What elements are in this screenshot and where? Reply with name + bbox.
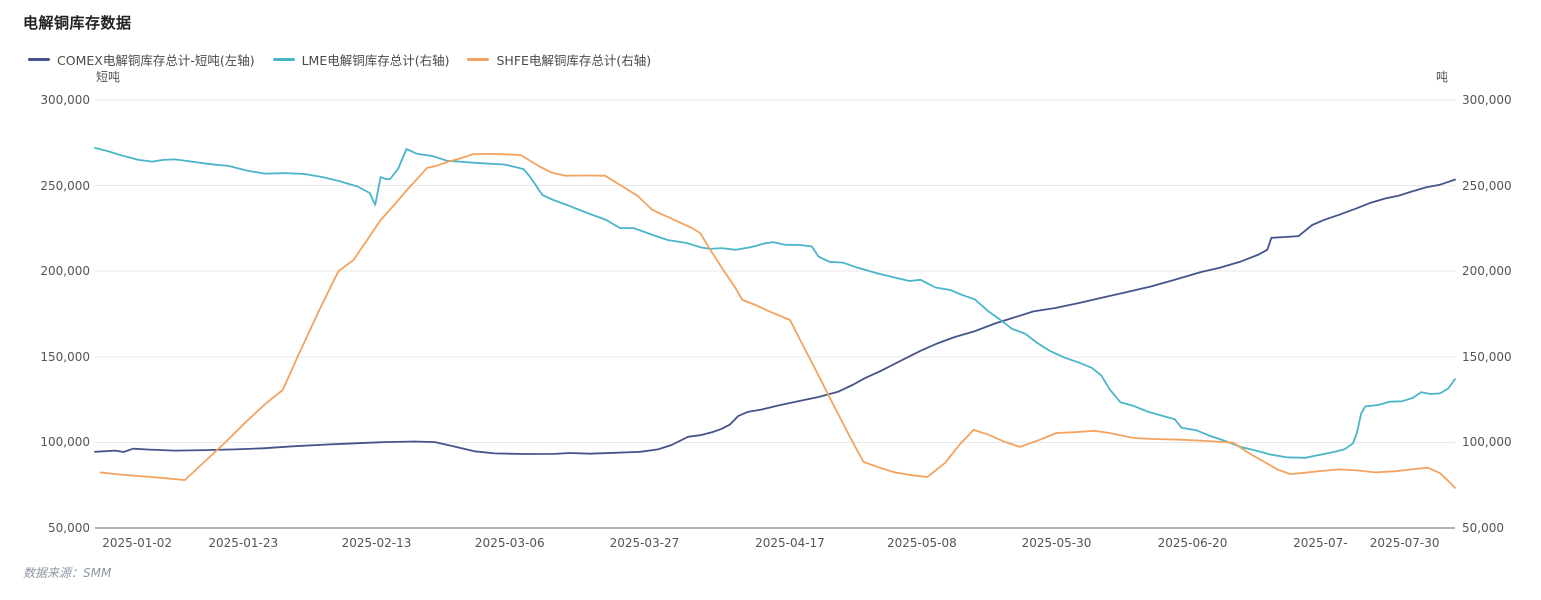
legend-label: SHFE电解铜库存总计(右轴) xyxy=(496,53,652,68)
legend-item-0[interactable]: COMEX电解铜库存总计-短吨(左轴) xyxy=(28,50,255,69)
legend: COMEX电解铜库存总计-短吨(左轴) LME电解铜库存总计(右轴) SHFE电解铜… xyxy=(28,50,651,69)
x-tick: 2025-07- xyxy=(1293,536,1348,550)
legend-item-2[interactable]: SHFE电解铜库存总计(右轴) xyxy=(467,50,651,69)
y-tick-left: 100,000 xyxy=(40,435,90,450)
x-tick: 2025-06-20 xyxy=(1157,536,1228,550)
chart-title: 电解铜库存数据 xyxy=(23,14,132,32)
series-line-2 xyxy=(99,152,1456,489)
x-tick: 2025-05-08 xyxy=(887,536,957,550)
legend-swatch-icon xyxy=(467,58,490,61)
legend-swatch-icon xyxy=(272,58,295,61)
y-tick-left: 150,000 xyxy=(40,349,90,364)
series-line-0 xyxy=(94,178,1456,455)
y-tick-right: 100,000 xyxy=(1462,435,1512,450)
y-tick-left: 50,000 xyxy=(48,521,90,535)
y-tick-right: 150,000 xyxy=(1462,349,1512,364)
x-tick: 2025-02-13 xyxy=(341,536,412,550)
x-tick: 2025-05-30 xyxy=(1021,536,1092,550)
y-tick-right: 200,000 xyxy=(1462,264,1512,279)
y-tick-right: 250,000 xyxy=(1462,178,1512,193)
data-source-label: 数据来源：SMM xyxy=(23,566,112,580)
x-tick: 2025-03-27 xyxy=(609,536,680,550)
legend-item-1[interactable]: LME电解铜库存总计(右轴) xyxy=(272,50,450,69)
legend-label: COMEX电解铜库存总计-短吨(左轴) xyxy=(57,53,255,68)
x-tick: 2025-03-06 xyxy=(474,536,545,550)
y-tick-left: 250,000 xyxy=(40,178,90,193)
y-tick-left: 300,000 xyxy=(40,93,90,107)
x-tick: 2025-04-17 xyxy=(755,536,825,550)
x-tick: 2025-07-30 xyxy=(1369,536,1440,550)
y-tick-right: 50,000 xyxy=(1462,521,1504,535)
legend-label: LME电解铜库存总计(右轴) xyxy=(301,53,450,68)
series-line-1 xyxy=(94,146,1456,459)
x-tick: 2025-01-23 xyxy=(208,536,279,550)
y-tick-right: 300,000 xyxy=(1462,93,1512,107)
x-tick: 2025-01-02 xyxy=(102,536,173,550)
right-axis-unit-label: 吨 xyxy=(1435,70,1448,84)
left-axis-unit-label: 短吨 xyxy=(96,70,121,84)
y-tick-left: 200,000 xyxy=(40,264,90,279)
legend-swatch-icon xyxy=(28,58,50,61)
